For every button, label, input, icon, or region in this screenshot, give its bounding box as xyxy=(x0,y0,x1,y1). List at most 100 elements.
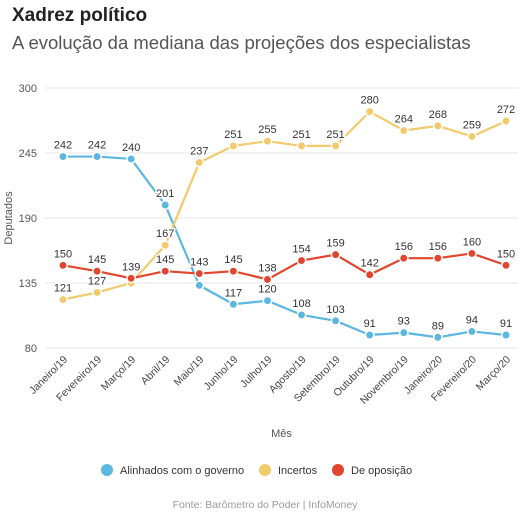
data-point-alinhados-com-o-governo xyxy=(296,309,307,320)
data-point-de-oposicao xyxy=(296,255,307,266)
data-label-alinhados-com-o-governo: 201 xyxy=(156,188,174,200)
data-label-alinhados-com-o-governo: 242 xyxy=(88,140,106,152)
x-tick-label: Junho/19 xyxy=(201,354,240,393)
x-tick-label: Abril/19 xyxy=(139,354,173,388)
data-label-alinhados-com-o-governo: 120 xyxy=(258,284,276,296)
data-label-de-oposicao: 150 xyxy=(54,248,72,260)
data-label-alinhados-com-o-governo: 89 xyxy=(432,320,444,332)
series-line-de-oposicao xyxy=(62,252,507,281)
data-label-incertos: 264 xyxy=(395,114,413,126)
data-point-de-oposicao xyxy=(466,248,477,259)
data-point-alinhados-com-o-governo xyxy=(92,151,103,162)
data-point-alinhados-com-o-governo xyxy=(330,315,341,326)
data-label-de-oposicao: 150 xyxy=(497,248,515,260)
data-label-alinhados-com-o-governo: 91 xyxy=(500,318,512,330)
data-label-alinhados-com-o-governo: 94 xyxy=(466,314,478,326)
data-label-de-oposicao: 156 xyxy=(429,241,447,253)
legend-label-alinhados-com-o-governo: Alinhados com o governo xyxy=(120,465,244,477)
y-tick-label: 300 xyxy=(19,83,37,95)
data-point-incertos xyxy=(58,294,68,305)
data-point-alinhados-com-o-governo xyxy=(58,151,68,162)
data-label-incertos: 127 xyxy=(88,275,106,287)
data-label-alinhados-com-o-governo: 240 xyxy=(122,142,140,154)
data-point-de-oposicao xyxy=(432,253,443,264)
data-point-alinhados-com-o-governo xyxy=(364,330,375,340)
data-label-alinhados-com-o-governo: 108 xyxy=(292,298,310,310)
data-point-de-oposicao xyxy=(364,269,375,280)
data-point-de-oposicao xyxy=(194,268,205,279)
data-point-incertos xyxy=(364,106,375,117)
data-point-alinhados-com-o-governo xyxy=(228,299,239,310)
data-point-incertos xyxy=(330,140,341,151)
data-point-de-oposicao xyxy=(228,266,239,277)
x-tick-label: Março/19 xyxy=(99,354,139,394)
data-label-incertos: 272 xyxy=(497,104,515,116)
data-label-de-oposicao: 145 xyxy=(156,254,174,266)
data-point-de-oposicao xyxy=(92,266,103,277)
data-point-alinhados-com-o-governo xyxy=(501,330,511,340)
y-tick-label: 190 xyxy=(19,213,37,225)
data-point-alinhados-com-o-governo xyxy=(432,332,443,343)
data-label-de-oposicao: 142 xyxy=(361,258,379,270)
data-point-incertos xyxy=(466,131,477,142)
data-label-incertos: 167 xyxy=(156,228,174,240)
data-point-incertos xyxy=(432,120,443,131)
legend-marker-alinhados-com-o-governo xyxy=(101,464,113,476)
y-tick-label: 135 xyxy=(19,278,37,290)
y-axis-label: Deputados xyxy=(3,191,15,245)
data-label-de-oposicao: 145 xyxy=(88,254,106,266)
data-label-alinhados-com-o-governo: 117 xyxy=(225,287,243,299)
data-label-de-oposicao: 145 xyxy=(224,254,242,266)
data-point-de-oposicao xyxy=(58,260,68,271)
data-point-incertos xyxy=(92,287,103,298)
data-point-incertos xyxy=(501,116,511,127)
data-label-incertos: 121 xyxy=(54,283,72,295)
data-label-alinhados-com-o-governo: 242 xyxy=(54,140,72,152)
source-note: Fonte: Barômetro do Poder | InfoMoney xyxy=(172,499,358,511)
data-label-incertos: 280 xyxy=(361,95,379,107)
data-point-alinhados-com-o-governo xyxy=(160,200,171,210)
y-tick-label: 245 xyxy=(19,148,37,160)
data-label-alinhados-com-o-governo: 93 xyxy=(398,316,410,328)
x-axis-label: Mês xyxy=(271,428,292,440)
data-point-alinhados-com-o-governo xyxy=(126,153,137,164)
data-point-de-oposicao xyxy=(398,253,409,264)
data-label-de-oposicao: 143 xyxy=(190,257,208,269)
series-line-alinhados-com-o-governo xyxy=(63,155,507,339)
data-label-incertos: 251 xyxy=(224,129,242,141)
data-label-de-oposicao: 138 xyxy=(258,262,276,274)
data-label-de-oposicao: 156 xyxy=(395,241,413,253)
data-point-alinhados-com-o-governo xyxy=(194,280,205,291)
data-label-incertos: 237 xyxy=(190,145,208,157)
data-point-de-oposicao xyxy=(262,274,273,285)
data-label-incertos: 251 xyxy=(292,129,310,141)
data-point-incertos xyxy=(398,125,409,136)
chart-title: Xadrez político xyxy=(12,5,148,26)
legend-label-incertos: Incertos xyxy=(278,465,318,477)
data-point-alinhados-com-o-governo xyxy=(398,327,409,338)
data-label-de-oposicao: 139 xyxy=(122,261,140,273)
data-label-de-oposicao: 154 xyxy=(292,244,310,256)
data-point-de-oposicao xyxy=(126,273,137,284)
data-point-incertos xyxy=(296,140,307,151)
data-point-alinhados-com-o-governo xyxy=(466,326,477,337)
data-point-de-oposicao xyxy=(330,249,341,260)
legend-marker-incertos xyxy=(259,464,271,476)
data-point-de-oposicao xyxy=(501,260,511,271)
data-label-alinhados-com-o-governo: 91 xyxy=(364,318,376,330)
data-point-incertos xyxy=(228,140,239,151)
data-label-incertos: 268 xyxy=(429,109,447,121)
chart-subtitle: A evolução da mediana das projeções dos … xyxy=(12,32,471,53)
data-label-alinhados-com-o-governo: 103 xyxy=(326,304,344,316)
data-point-incertos xyxy=(194,157,205,168)
data-label-de-oposicao: 159 xyxy=(326,238,344,250)
legend-marker-de-oposicao xyxy=(332,464,344,476)
data-label-de-oposicao: 160 xyxy=(463,236,481,248)
data-label-incertos: 259 xyxy=(463,119,481,131)
y-tick-label: 80 xyxy=(25,343,37,355)
data-point-incertos xyxy=(262,136,273,147)
data-point-incertos xyxy=(160,240,171,251)
x-tick-label: Março/20 xyxy=(474,354,514,394)
